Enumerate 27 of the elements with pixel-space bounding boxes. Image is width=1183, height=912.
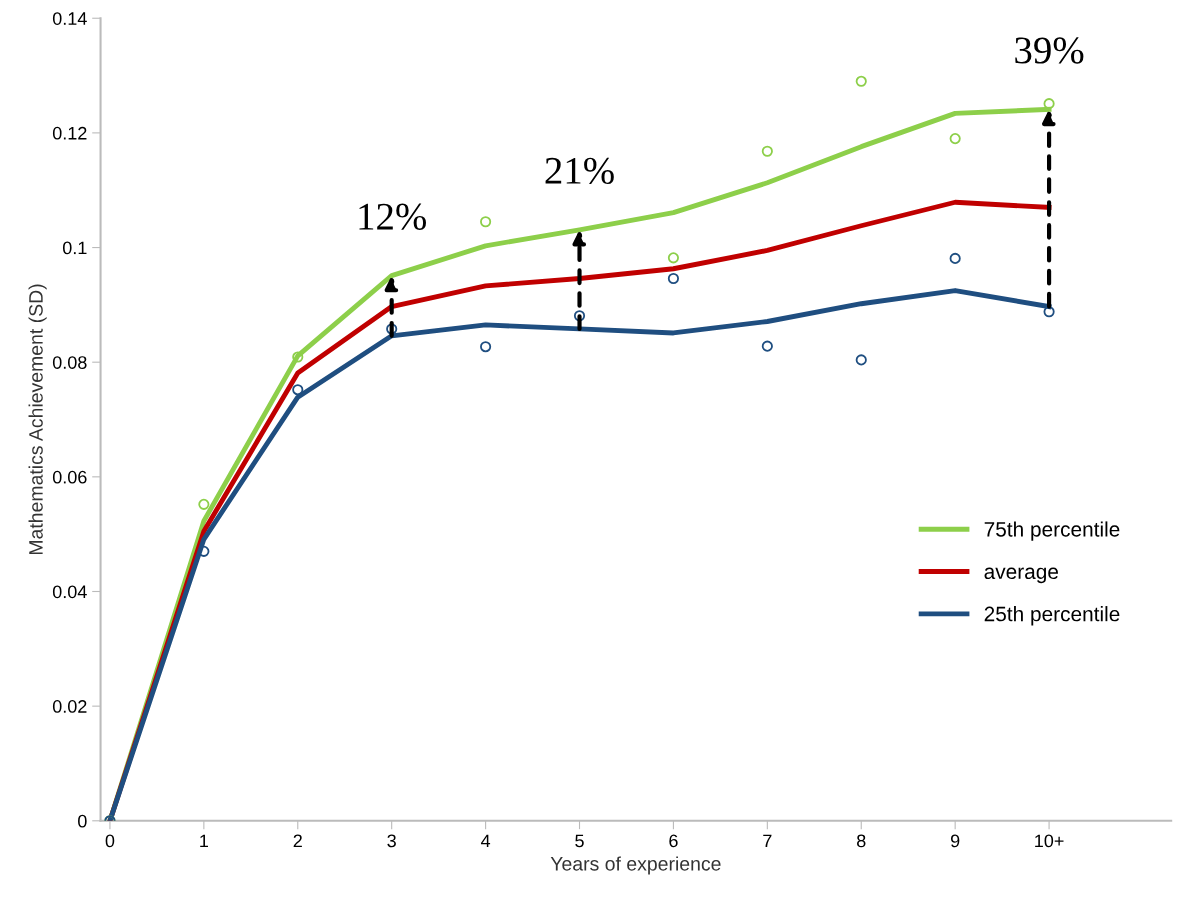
x-tick-label: 8 <box>857 834 866 848</box>
x-tick-label: 0 <box>105 834 115 848</box>
y-tick-label: 0.06 <box>52 470 87 484</box>
y-tick-label: 0.14 <box>52 12 87 25</box>
x-tick-label: 9 <box>950 834 960 848</box>
y-tick-label: 0.02 <box>52 700 87 713</box>
annotation: 12% <box>359 203 426 230</box>
y-tick-label: 0.12 <box>52 126 87 140</box>
y-tick-label: 0.1 <box>62 241 87 255</box>
x-tick-label: 4 <box>481 834 491 848</box>
x-tick-label: 10+ <box>1035 834 1064 848</box>
y-tick-label: 0.04 <box>52 585 87 599</box>
annotation: 21% <box>545 157 614 185</box>
x-tick-label: 6 <box>669 834 678 848</box>
y-tick-label: 0 <box>78 814 87 828</box>
x-tick-label: 3 <box>387 834 396 848</box>
x-tick-label: 2 <box>293 834 302 848</box>
legend-label: average <box>984 567 1059 584</box>
y-tick-label: 0.08 <box>52 356 87 369</box>
x-axis-title: Years of experience <box>550 856 721 875</box>
y-axis-title: Mathematics Achievement (SD) <box>28 284 47 555</box>
annotation: 39% <box>1015 37 1084 64</box>
legend-label: 75th percentile <box>984 521 1120 541</box>
legend-label: 25th percentile <box>984 606 1120 626</box>
x-tick-label: 7 <box>763 834 772 848</box>
x-tick-label: 1 <box>200 834 208 848</box>
x-tick-label: 5 <box>575 834 584 848</box>
